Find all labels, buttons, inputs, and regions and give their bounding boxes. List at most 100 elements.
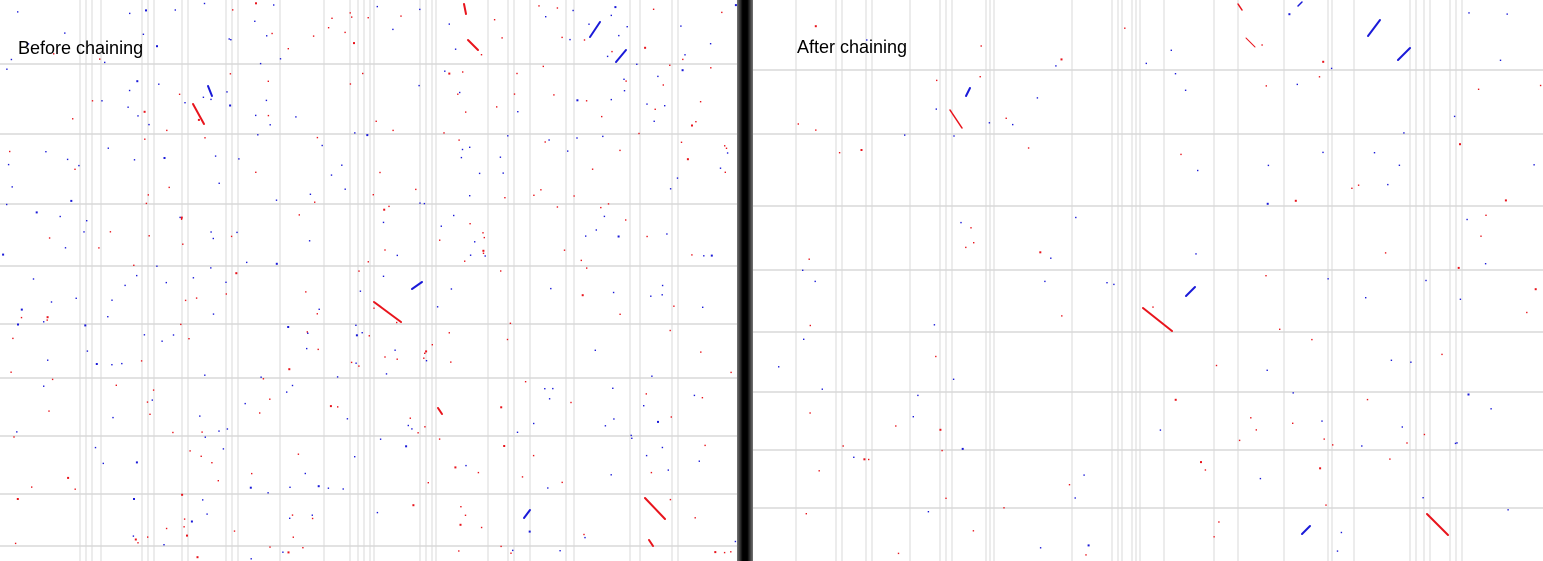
before-dot	[273, 4, 275, 6]
after-dot	[1200, 461, 1202, 464]
after-chaining-panel: After chaining	[753, 0, 1543, 561]
after-dot	[953, 135, 955, 137]
after-dot	[802, 269, 804, 271]
before-dot	[306, 331, 308, 333]
before-dot	[95, 363, 98, 365]
after-dot	[1039, 547, 1042, 549]
before-dot	[623, 90, 626, 92]
before-dot	[419, 8, 421, 11]
after-dot	[1373, 152, 1376, 154]
before-dot	[317, 348, 319, 351]
before-dot	[180, 323, 182, 326]
before-dot	[418, 84, 420, 87]
before-dot	[440, 225, 442, 227]
before-dot	[291, 384, 294, 387]
before-alignment-segment	[644, 497, 666, 520]
after-dot	[936, 79, 938, 82]
before-dot	[650, 471, 653, 474]
before-dot	[394, 349, 396, 351]
before-dot	[424, 352, 426, 354]
before-dot	[680, 25, 682, 27]
before-dot	[233, 530, 236, 532]
before-dot	[376, 5, 378, 8]
after-dot	[1204, 469, 1207, 471]
before-dot	[439, 239, 441, 241]
before-dot	[500, 545, 502, 548]
before-dot	[396, 321, 398, 324]
before-dot	[556, 7, 559, 9]
after-alignment-segment	[1297, 1, 1303, 7]
after-alignment-segment	[1142, 307, 1173, 332]
before-dot	[238, 158, 240, 160]
before-dot	[64, 247, 67, 249]
before-alignment-segment	[373, 301, 402, 323]
panel-divider	[737, 0, 753, 561]
before-dot	[212, 313, 215, 315]
before-dot	[396, 254, 398, 257]
before-dot	[544, 141, 546, 143]
before-dot	[17, 11, 19, 13]
before-dot	[730, 551, 732, 553]
before-dot	[16, 431, 18, 433]
before-dot	[613, 418, 615, 420]
before-dot	[474, 241, 476, 243]
before-dot	[650, 295, 652, 297]
before-dot	[614, 6, 617, 9]
before-dot	[202, 96, 205, 98]
after-dot	[1174, 398, 1177, 401]
after-dot	[972, 530, 975, 532]
before-dot	[84, 324, 87, 327]
before-dot	[730, 371, 732, 374]
before-dot	[625, 80, 627, 82]
before-dot	[230, 39, 232, 41]
after-dot	[1526, 311, 1528, 314]
after-alignment-segment	[1245, 37, 1256, 48]
before-dot	[703, 255, 705, 257]
after-dot	[1265, 275, 1267, 277]
before-dot	[129, 12, 131, 15]
before-dot	[145, 202, 148, 205]
before-dot	[673, 305, 675, 307]
before-dot	[638, 132, 640, 135]
before-dot	[275, 199, 278, 201]
before-dot	[353, 42, 355, 45]
before-dot	[682, 58, 684, 61]
before-dot	[304, 472, 306, 475]
after-dot	[1321, 420, 1323, 422]
before-dot	[618, 34, 620, 37]
before-dot	[424, 426, 426, 428]
before-dot	[111, 299, 113, 301]
after-dot	[815, 129, 817, 131]
before-dot	[158, 83, 160, 85]
before-dot	[249, 486, 252, 489]
after-dot	[1012, 123, 1014, 126]
before-dot	[653, 120, 655, 122]
after-dot	[809, 324, 811, 327]
before-dot	[585, 100, 588, 102]
before-dot	[186, 534, 188, 537]
before-dot	[726, 152, 729, 154]
after-dot	[960, 221, 962, 224]
after-dot	[1319, 467, 1322, 470]
after-dot	[1453, 115, 1456, 118]
before-dot	[31, 486, 33, 488]
before-dot	[346, 418, 349, 420]
before-dot	[115, 384, 117, 386]
before-dot	[645, 393, 647, 395]
before-dot	[417, 432, 419, 434]
before-dot	[282, 551, 284, 553]
before-dot	[610, 474, 612, 476]
before-dot	[314, 201, 316, 203]
before-dot	[86, 220, 88, 222]
before-dot	[664, 105, 666, 107]
before-dot	[2, 253, 5, 256]
before-dot	[128, 89, 131, 92]
before-dot	[47, 359, 49, 361]
before-dot	[269, 546, 271, 548]
before-dot	[567, 150, 569, 152]
after-dot	[1384, 252, 1387, 254]
before-dot	[617, 235, 620, 238]
before-dot	[104, 61, 106, 64]
before-dot	[235, 272, 238, 275]
before-dot	[427, 482, 429, 484]
